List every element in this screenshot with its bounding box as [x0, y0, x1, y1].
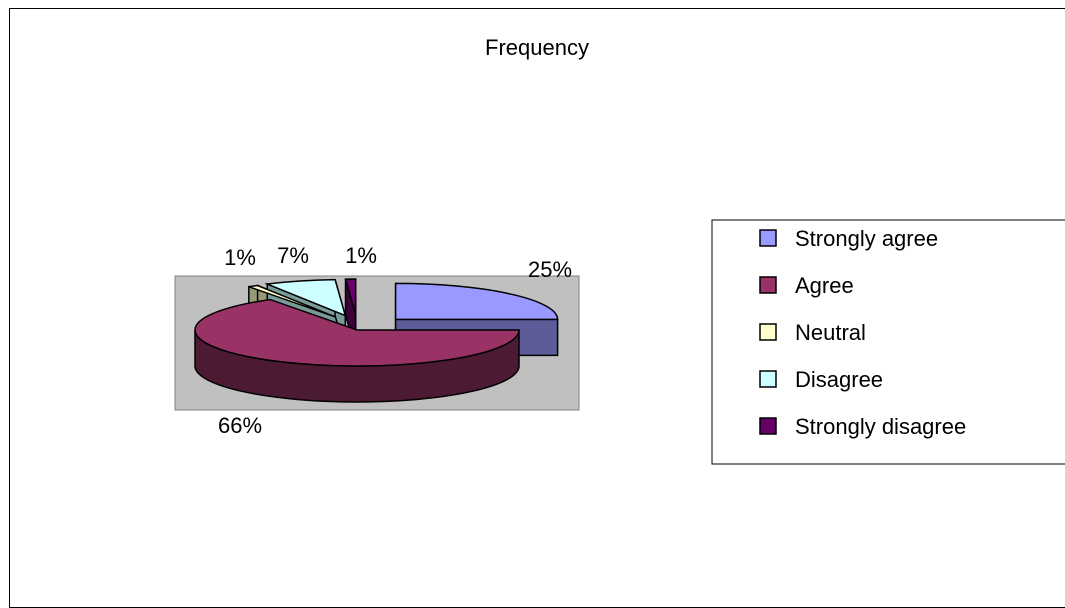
legend: Strongly agree Agree Neutral Disagree Strong… [711, 219, 1065, 465]
data-label-strongly-agree: 25% [528, 257, 572, 282]
pie-slice-strongly-agree [394, 282, 559, 321]
legend-swatch-disagree [759, 370, 777, 388]
legend-swatch-strongly-agree [759, 229, 777, 247]
data-label-neutral: 1% [224, 245, 256, 270]
legend-label-strongly-agree: Strongly agree [795, 226, 938, 251]
pie-slice-agree [194, 298, 520, 367]
chart-title: Frequency [485, 35, 589, 60]
legend-label-agree: Agree [795, 273, 854, 298]
pie-slice-strongly-disagree [344, 278, 357, 316]
data-label-agree: 66% [218, 413, 262, 438]
data-label-disagree: 7% [277, 243, 309, 268]
pie-slice-disagree [264, 278, 347, 317]
data-labels: 25% 66% 1% 7% 1% [218, 243, 572, 438]
legend-label-strongly-disagree: Strongly disagree [795, 414, 966, 439]
pie-tops [194, 278, 559, 367]
data-label-strongly-disagree: 1% [345, 243, 377, 268]
legend-label-disagree: Disagree [795, 367, 883, 392]
pie-slices [194, 278, 559, 403]
legend-items: Strongly agree Agree Neutral Disagree Strong… [759, 226, 966, 439]
legend-label-neutral: Neutral [795, 320, 866, 345]
legend-swatch-strongly-disagree [759, 417, 777, 435]
legend-swatch-agree [759, 276, 777, 294]
pie-slice-neutral [248, 284, 336, 318]
legend-swatch-neutral [759, 323, 777, 341]
pie-chart: Frequency 25% 66% 1% 7% 1% Strongly agree Agr… [174, 35, 1065, 465]
